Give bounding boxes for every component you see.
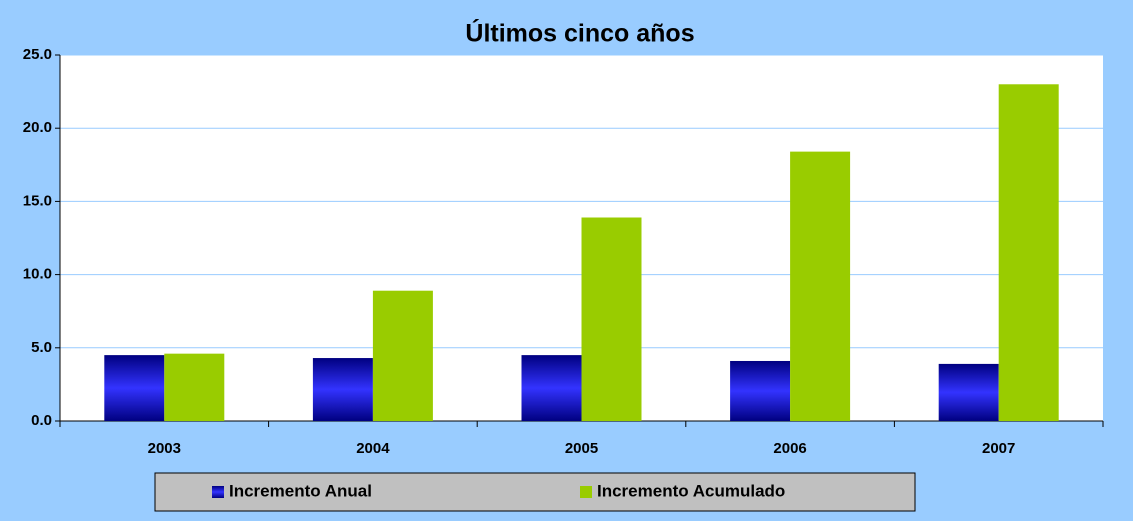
y-tick-label: 10.0 — [23, 266, 52, 283]
legend-label: Incremento Acumulado — [597, 481, 785, 500]
legend-swatch — [212, 486, 224, 498]
y-tick-label: 20.0 — [23, 119, 52, 136]
bar — [372, 290, 433, 421]
y-tick-label: 5.0 — [31, 339, 52, 356]
y-tick-label: 15.0 — [23, 192, 52, 209]
chart-title: Últimos cinco años — [465, 18, 694, 48]
x-tick-label: 2005 — [565, 440, 598, 457]
bar — [312, 358, 373, 421]
bar — [938, 363, 999, 421]
x-tick-label: 2006 — [773, 440, 806, 457]
legend-box — [154, 472, 916, 512]
x-tick-label: 2004 — [356, 440, 390, 457]
x-tick-label: 2003 — [148, 440, 181, 457]
bar — [730, 360, 791, 421]
bar — [164, 353, 225, 421]
x-tick-label: 2007 — [982, 440, 1015, 457]
bar — [790, 151, 851, 421]
bar — [521, 355, 582, 421]
bar — [104, 355, 165, 421]
y-tick-label: 25.0 — [23, 46, 52, 63]
legend-swatch — [580, 486, 592, 498]
legend-label: Incremento Anual — [229, 481, 372, 500]
y-tick-label: 0.0 — [31, 412, 52, 429]
bar — [581, 217, 642, 421]
bar — [998, 84, 1059, 421]
